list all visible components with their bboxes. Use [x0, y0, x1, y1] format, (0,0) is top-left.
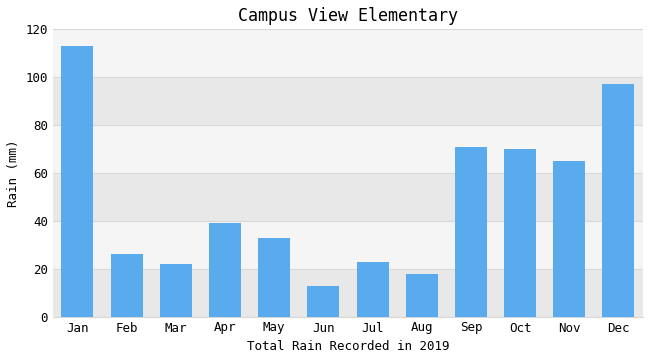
Y-axis label: Rain (mm): Rain (mm) [7, 139, 20, 207]
Bar [53, 221, 643, 269]
Bar [455, 147, 487, 317]
Bar [209, 223, 241, 317]
Bar [62, 46, 94, 317]
Bar [111, 255, 142, 317]
Bar [406, 274, 437, 317]
Bar [53, 173, 643, 221]
Bar [603, 84, 634, 317]
X-axis label: Total Rain Recorded in 2019: Total Rain Recorded in 2019 [247, 340, 449, 353]
Bar [53, 269, 643, 317]
Bar [357, 262, 389, 317]
Bar [53, 29, 643, 77]
Bar [53, 77, 643, 125]
Bar [53, 125, 643, 173]
Bar [258, 238, 290, 317]
Bar [504, 149, 536, 317]
Title: Campus View Elementary: Campus View Elementary [238, 7, 458, 25]
Bar [160, 264, 192, 317]
Bar [553, 161, 585, 317]
Bar [307, 285, 339, 317]
